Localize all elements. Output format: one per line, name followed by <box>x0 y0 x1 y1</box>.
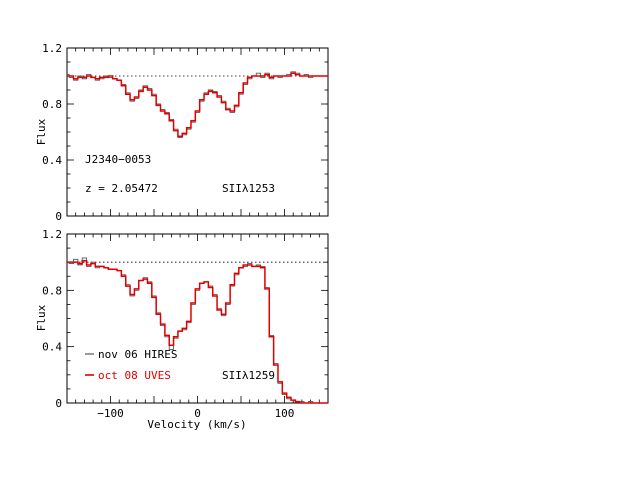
bottom-line-label: SIIλ1259 <box>222 369 275 382</box>
y-tick-label: 0.8 <box>42 284 62 297</box>
bottom-panel-series <box>67 257 328 404</box>
top-line-label: SIIλ1253 <box>222 182 275 195</box>
object-label: J2340−0053 <box>85 153 151 166</box>
x-tick-label: 100 <box>275 407 295 420</box>
bottom-panel-xtick-labels: −100 0 100 <box>97 407 294 420</box>
y-tick-label: 1.2 <box>42 42 62 55</box>
bottom-panel: 0 0.4 0.8 1.2 −100 0 100 Flux Velocity (km/s)… <box>35 228 329 431</box>
xlabel: Velocity (km/s) <box>147 418 246 431</box>
series-line-top-1 <box>67 72 328 137</box>
bottom-panel-ticks <box>66 233 329 404</box>
redshift-label: z = 2.05472 <box>85 182 158 195</box>
top-panel-ytick-labels: 0 0.4 0.8 1.2 <box>42 42 62 223</box>
top-panel-series <box>67 71 328 139</box>
series-line-top-0 <box>67 71 328 139</box>
x-tick-label: 0 <box>194 407 201 420</box>
y-tick-label: 0 <box>55 210 62 223</box>
y-tick-label: 0.4 <box>42 341 62 354</box>
legend: nov 06 HIRES oct 08 UVES <box>85 348 177 382</box>
y-tick-label: 1.2 <box>42 228 62 241</box>
legend-label-uves: oct 08 UVES <box>98 369 171 382</box>
series-line-bottom-1 <box>67 260 328 404</box>
bottom-ylabel: Flux <box>35 304 48 331</box>
y-tick-label: 0.4 <box>42 154 62 167</box>
bottom-panel-ytick-labels: 0 0.4 0.8 1.2 <box>42 228 62 410</box>
y-tick-label: 0 <box>55 397 62 410</box>
top-panel: 0 0.4 0.8 1.2 Flux J2340−0053 z = 2.05472 S… <box>35 42 329 223</box>
legend-label-hires: nov 06 HIRES <box>98 348 177 361</box>
x-tick-label: −100 <box>97 407 124 420</box>
top-ylabel: Flux <box>35 118 48 145</box>
y-tick-label: 0.8 <box>42 98 62 111</box>
